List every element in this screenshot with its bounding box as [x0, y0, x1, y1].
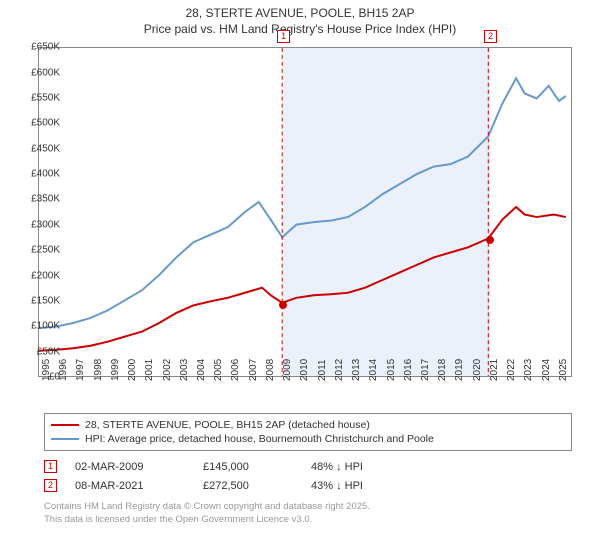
x-axis-tick: 2019 — [454, 359, 465, 381]
sale-marker: 2 — [44, 479, 57, 492]
legend-label: HPI: Average price, detached house, Bour… — [85, 433, 434, 445]
x-axis-tick: 2025 — [558, 359, 569, 381]
x-axis-tick: 1995 — [41, 359, 52, 381]
legend-swatch — [51, 438, 79, 440]
title-line-1: 28, STERTE AVENUE, POOLE, BH15 2AP — [0, 6, 600, 22]
y-axis-tick: £200K — [31, 270, 60, 281]
sale-row: 1 02-MAR-2009 £145,000 48% ↓ HPI — [44, 457, 572, 476]
sale-price: £272,500 — [203, 480, 293, 492]
x-axis-tick: 2001 — [144, 359, 155, 381]
x-axis-tick: 2009 — [282, 359, 293, 381]
x-axis-tick: 2002 — [162, 359, 173, 381]
series-line-hpi — [39, 78, 566, 328]
y-axis-tick: £450K — [31, 143, 60, 154]
x-axis-tick: 2016 — [403, 359, 414, 381]
footer-line-1: Contains HM Land Registry data © Crown c… — [44, 501, 572, 513]
marker-dot-2 — [486, 236, 494, 244]
x-axis-tick: 2020 — [472, 359, 483, 381]
x-axis-tick: 2005 — [213, 359, 224, 381]
y-axis-tick: £400K — [31, 169, 60, 180]
x-axis-tick: 2000 — [127, 359, 138, 381]
x-axis-tick: 2022 — [506, 359, 517, 381]
x-axis-tick: 2011 — [317, 360, 328, 382]
footer-line-2: This data is licensed under the Open Gov… — [44, 514, 572, 526]
x-axis-tick: 1997 — [75, 359, 86, 381]
chart-title-block: 28, STERTE AVENUE, POOLE, BH15 2AP Price… — [0, 0, 600, 39]
x-axis-tick: 1998 — [93, 359, 104, 381]
attribution-footer: Contains HM Land Registry data © Crown c… — [44, 501, 572, 526]
x-axis-tick: 2008 — [265, 359, 276, 381]
x-axis-tick: 2012 — [334, 359, 345, 381]
x-axis-tick: 2003 — [179, 359, 190, 381]
y-axis-tick: £350K — [31, 194, 60, 205]
y-axis-tick: £300K — [31, 219, 60, 230]
title-line-2: Price paid vs. HM Land Registry's House … — [0, 22, 600, 38]
marker-label-2: 2 — [484, 30, 497, 43]
y-axis-tick: £550K — [31, 92, 60, 103]
sale-row: 2 08-MAR-2021 £272,500 43% ↓ HPI — [44, 476, 572, 495]
x-axis-tick: 2018 — [437, 359, 448, 381]
series-line-price_paid — [39, 207, 566, 351]
x-axis-tick: 2010 — [299, 359, 310, 381]
x-axis-tick: 2017 — [420, 359, 431, 381]
x-axis-tick: 1999 — [110, 359, 121, 381]
x-axis-tick: 2013 — [351, 359, 362, 381]
x-axis-tick: 2004 — [196, 359, 207, 381]
x-axis-tick: 2021 — [489, 359, 500, 381]
sale-price: £145,000 — [203, 461, 293, 473]
chart-area: 12 £0£50K£100K£150K£200K£250K£300K£350K£… — [38, 39, 598, 407]
marker-dot-1 — [279, 301, 287, 309]
legend-label: 28, STERTE AVENUE, POOLE, BH15 2AP (deta… — [85, 419, 370, 431]
y-axis-tick: £250K — [31, 245, 60, 256]
y-axis-tick: £100K — [31, 321, 60, 332]
sale-marker: 1 — [44, 460, 57, 473]
legend-swatch — [51, 424, 79, 426]
y-axis-tick: £650K — [31, 42, 60, 53]
x-axis-tick: 2014 — [368, 359, 379, 381]
sale-vs-hpi: 48% ↓ HPI — [311, 461, 421, 473]
sale-date: 02-MAR-2009 — [75, 461, 185, 473]
x-axis-tick: 2023 — [523, 359, 534, 381]
x-axis-tick: 2006 — [230, 359, 241, 381]
y-axis-tick: £150K — [31, 296, 60, 307]
chart-plot: 12 — [38, 47, 572, 377]
sale-vs-hpi: 43% ↓ HPI — [311, 480, 421, 492]
y-axis-tick: £50K — [37, 346, 60, 357]
legend-item: 28, STERTE AVENUE, POOLE, BH15 2AP (deta… — [51, 418, 565, 432]
sale-date: 08-MAR-2021 — [75, 480, 185, 492]
sales-table: 1 02-MAR-2009 £145,000 48% ↓ HPI 2 08-MAR-202… — [44, 457, 572, 495]
y-axis-tick: £600K — [31, 67, 60, 78]
marker-label-1: 1 — [277, 30, 290, 43]
x-axis-tick: 2015 — [386, 359, 397, 381]
x-axis-tick: 1996 — [58, 359, 69, 381]
x-axis-tick: 2024 — [541, 359, 552, 381]
chart-svg — [39, 48, 571, 376]
legend-item: HPI: Average price, detached house, Bour… — [51, 432, 565, 446]
y-axis-tick: £500K — [31, 118, 60, 129]
x-axis-tick: 2007 — [248, 359, 259, 381]
chart-legend: 28, STERTE AVENUE, POOLE, BH15 2AP (deta… — [44, 413, 572, 451]
